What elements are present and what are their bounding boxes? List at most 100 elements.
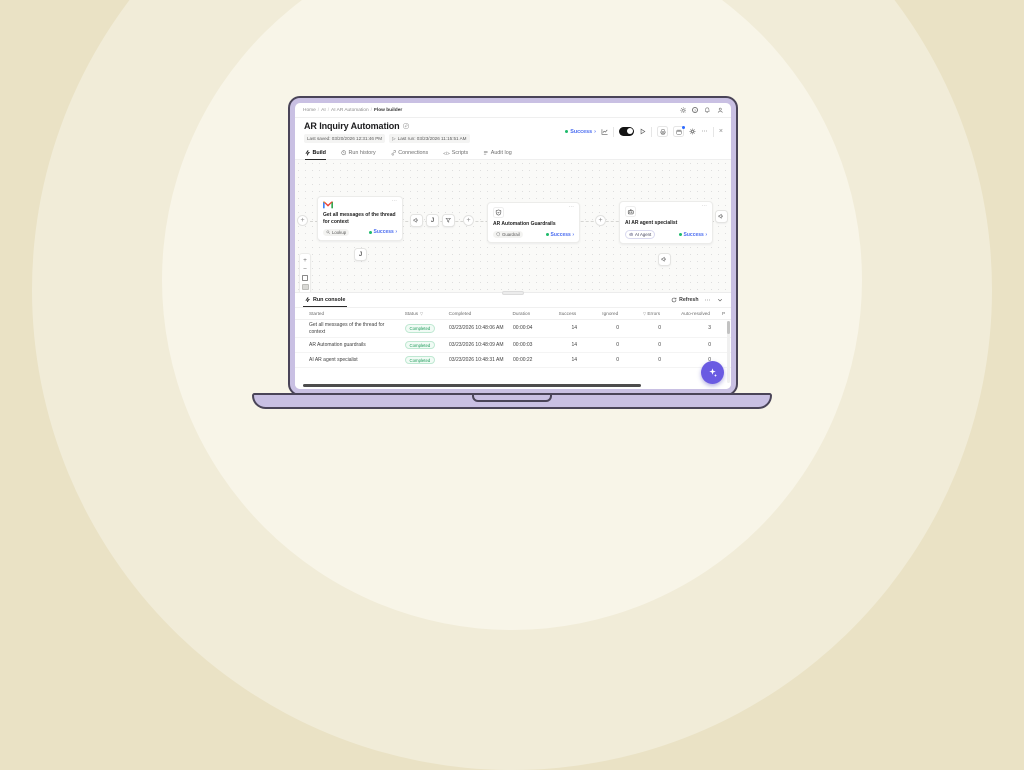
add-step-button[interactable]: + [463,215,474,226]
status-dot [546,233,549,236]
megaphone-step-button[interactable] [658,253,671,266]
run-table: Started Status ▽ Completed Duration Succ… [295,308,731,389]
print-icon[interactable] [657,126,668,137]
tab-scripts[interactable]: </> Scripts [443,150,468,159]
tab-audit-log[interactable]: Audit log [483,150,511,159]
code-step-button[interactable]: J [354,248,367,261]
row-ignored: 0 [589,342,631,349]
breadcrumb-item-ai[interactable]: AI [321,108,326,113]
workflow-node-guardrails[interactable]: ⋯ AR Automation Guardrails Guardrail Suc… [487,202,580,243]
status-dot [369,231,372,234]
top-navigation-bar: Home / AI / AI AR Automation / Flow buil… [295,103,731,118]
close-button[interactable]: × [719,128,723,135]
gmail-icon [323,201,333,209]
tab-connections[interactable]: Connections [391,150,428,159]
schedule-calendar-icon[interactable] [673,126,684,137]
notifications-bell-icon[interactable] [704,107,711,114]
node-menu-button[interactable]: ⋯ [392,201,398,204]
column-header-ignored[interactable]: Ignored [588,311,630,316]
horizontal-scrollbar[interactable] [303,384,641,387]
flow-tabs: Build Run history Connections </> Script… [295,146,731,160]
account-user-icon[interactable] [717,107,724,114]
console-drag-handle[interactable] [502,291,524,295]
node-status-link[interactable]: Success › [679,232,707,238]
more-actions-button[interactable]: ⋯ [701,128,708,135]
node-menu-button[interactable]: ⋯ [702,206,708,209]
run-status-link[interactable]: Success › [565,129,596,135]
breadcrumb-item-automation[interactable]: AI AR Automation [331,108,369,113]
add-step-button[interactable]: + [297,215,308,226]
tab-run-history[interactable]: Run history [341,150,376,159]
node-status-link[interactable]: Success › [369,229,397,235]
ai-assistant-fab[interactable] [701,361,724,384]
code-step-button[interactable]: J [426,214,439,227]
node-menu-button[interactable]: ⋯ [569,207,575,210]
laptop-notch [472,395,552,402]
column-header-duration[interactable]: Duration [512,311,550,316]
divider [651,127,652,137]
filter-icon[interactable]: ▽ [643,311,646,316]
breadcrumb-item-home[interactable]: Home [303,108,316,113]
column-header-completed[interactable]: Completed [449,311,513,316]
column-header-status[interactable]: Status ▽ [405,311,449,316]
workflow-node-gmail[interactable]: ⋯ Get all messages of the thread for con… [317,196,403,241]
column-header-truncated[interactable]: P [722,311,731,316]
collapse-console-button[interactable] [717,297,723,303]
node-badge-guardrail: Guardrail [493,231,523,238]
run-console-panel: Run console Refresh ⋯ Started [295,292,731,389]
run-play-icon[interactable] [639,128,646,135]
fit-view-button[interactable] [301,274,310,282]
settings-gear-icon[interactable] [680,107,687,114]
add-step-button[interactable]: + [595,215,606,226]
row-completed: 03/23/2026 10:48:31 AM [449,357,513,364]
column-header-success[interactable]: Success [550,311,588,316]
refresh-button[interactable]: Refresh [671,297,698,303]
filter-icon[interactable]: ▽ [420,311,423,316]
last-run-chip: ▷ Last run: 03/23/2026 11:15:51 AM [389,134,469,143]
filter-step-button[interactable] [442,214,455,227]
code-icon: </> [443,151,450,156]
canvas-zoom-toolbar: + − [299,253,311,292]
run-table-header: Started Status ▽ Completed Duration Succ… [295,308,731,320]
help-icon[interactable]: ? [692,107,698,113]
node-title: AI AR agent specialist [625,220,707,227]
minimap-button[interactable] [301,283,310,291]
row-errors: 0 [631,357,673,364]
node-status-link[interactable]: Success › [546,232,574,238]
zoom-in-button[interactable]: + [301,256,310,264]
flow-settings-gear-icon[interactable] [689,128,696,135]
analytics-chart-icon[interactable] [601,128,609,136]
column-header-started[interactable]: Started [303,311,405,316]
table-row[interactable]: AR Automation guardrails Completed 03/23… [295,338,731,353]
row-success: 14 [551,325,589,332]
megaphone-step-button[interactable] [715,210,728,223]
last-saved-chip: Last saved: 03/20/2026 12:31:46 PM [304,134,385,143]
node-badge-lookup: Lookup [323,229,349,236]
row-duration: 00:00:04 [513,325,551,332]
status-pill: Completed [405,356,435,365]
table-row[interactable]: AI AR agent specialist Completed 03/23/2… [295,353,731,368]
tab-build[interactable]: Build [305,150,326,160]
flow-enabled-toggle[interactable] [619,127,634,136]
column-header-errors[interactable]: ▽ Errors [630,311,672,316]
console-more-button[interactable]: ⋯ [705,297,712,304]
status-dot [679,233,682,236]
breadcrumb-separator: / [371,108,372,113]
row-duration: 00:00:03 [513,342,551,349]
node-badge-ai-agent: AI Agent [625,230,655,239]
row-auto-resolved: 0 [673,342,723,349]
column-header-auto-resolved[interactable]: Auto-resolved [672,311,722,316]
megaphone-step-button[interactable] [410,214,423,227]
app-window: Home / AI / AI AR Automation / Flow buil… [295,103,731,389]
vertical-scrollbar[interactable] [727,321,729,334]
row-started: Get all messages of the thread for conte… [303,322,405,335]
page-title: AR Inquiry Automation [304,121,400,131]
node-title: AR Automation Guardrails [493,221,574,228]
table-row[interactable]: Get all messages of the thread for conte… [295,320,731,338]
zoom-out-button[interactable]: − [301,265,310,273]
run-console-tab[interactable]: Run console [303,293,347,307]
breadcrumb-separator: / [318,108,319,113]
rename-edit-icon[interactable] [403,123,409,129]
flow-canvas[interactable]: + ⋯ Get all messages of the thread for c… [295,160,731,292]
workflow-node-ai-agent[interactable]: ⋯ AI AR agent specialist AI Agent Succes… [619,201,713,244]
